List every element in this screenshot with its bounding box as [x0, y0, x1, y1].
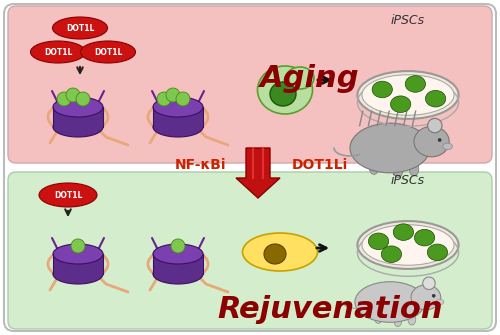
Ellipse shape — [53, 117, 103, 137]
Polygon shape — [53, 107, 103, 127]
Ellipse shape — [80, 41, 136, 63]
Ellipse shape — [157, 92, 171, 106]
FancyBboxPatch shape — [4, 4, 496, 331]
Ellipse shape — [176, 92, 190, 106]
Polygon shape — [236, 148, 280, 198]
Ellipse shape — [153, 97, 203, 117]
Ellipse shape — [153, 117, 203, 137]
Ellipse shape — [428, 118, 442, 133]
Ellipse shape — [372, 81, 392, 98]
Ellipse shape — [71, 239, 85, 253]
Ellipse shape — [358, 71, 458, 119]
Text: DOT1L: DOT1L — [44, 48, 72, 57]
Ellipse shape — [350, 123, 430, 173]
Ellipse shape — [394, 315, 402, 327]
Ellipse shape — [390, 96, 411, 113]
Ellipse shape — [432, 294, 435, 297]
Text: DOT1Li: DOT1Li — [292, 158, 348, 172]
Ellipse shape — [53, 264, 103, 284]
Ellipse shape — [242, 233, 318, 271]
Ellipse shape — [428, 244, 448, 261]
Ellipse shape — [258, 66, 312, 114]
Ellipse shape — [443, 143, 452, 150]
Ellipse shape — [414, 126, 449, 157]
Ellipse shape — [57, 92, 71, 106]
Text: DOT1L: DOT1L — [66, 23, 94, 32]
Polygon shape — [153, 254, 203, 274]
Ellipse shape — [270, 82, 296, 106]
Ellipse shape — [438, 138, 441, 142]
Ellipse shape — [409, 161, 419, 176]
Text: iPSCs: iPSCs — [391, 13, 425, 26]
Ellipse shape — [153, 244, 203, 264]
Ellipse shape — [362, 75, 454, 115]
Ellipse shape — [286, 67, 314, 89]
Ellipse shape — [369, 160, 379, 175]
Text: NF-κBi: NF-κBi — [174, 158, 226, 172]
Ellipse shape — [358, 221, 458, 269]
Ellipse shape — [166, 88, 180, 102]
Ellipse shape — [76, 92, 90, 106]
Ellipse shape — [405, 76, 425, 92]
Text: Rejuvenation: Rejuvenation — [217, 295, 443, 325]
Ellipse shape — [414, 229, 434, 246]
Text: iPSCs: iPSCs — [391, 174, 425, 187]
Ellipse shape — [355, 282, 425, 322]
Ellipse shape — [264, 244, 286, 264]
Ellipse shape — [408, 313, 416, 325]
Text: DOT1L: DOT1L — [94, 48, 122, 57]
Ellipse shape — [171, 239, 185, 253]
FancyBboxPatch shape — [8, 6, 492, 163]
Ellipse shape — [368, 233, 388, 250]
Ellipse shape — [53, 97, 103, 117]
Ellipse shape — [382, 246, 402, 263]
Ellipse shape — [66, 88, 80, 102]
Ellipse shape — [374, 312, 382, 324]
Ellipse shape — [39, 183, 97, 207]
Text: DOT1L: DOT1L — [54, 191, 82, 200]
Ellipse shape — [426, 90, 446, 107]
Polygon shape — [53, 254, 103, 274]
Text: Aging: Aging — [260, 64, 360, 92]
FancyBboxPatch shape — [8, 172, 492, 329]
Ellipse shape — [52, 17, 108, 39]
Ellipse shape — [393, 163, 403, 178]
Polygon shape — [153, 107, 203, 127]
Ellipse shape — [30, 41, 86, 63]
Ellipse shape — [423, 277, 435, 289]
Ellipse shape — [53, 244, 103, 264]
Ellipse shape — [394, 224, 413, 241]
Ellipse shape — [411, 285, 440, 310]
Ellipse shape — [362, 225, 454, 265]
Ellipse shape — [436, 299, 444, 305]
Ellipse shape — [153, 264, 203, 284]
